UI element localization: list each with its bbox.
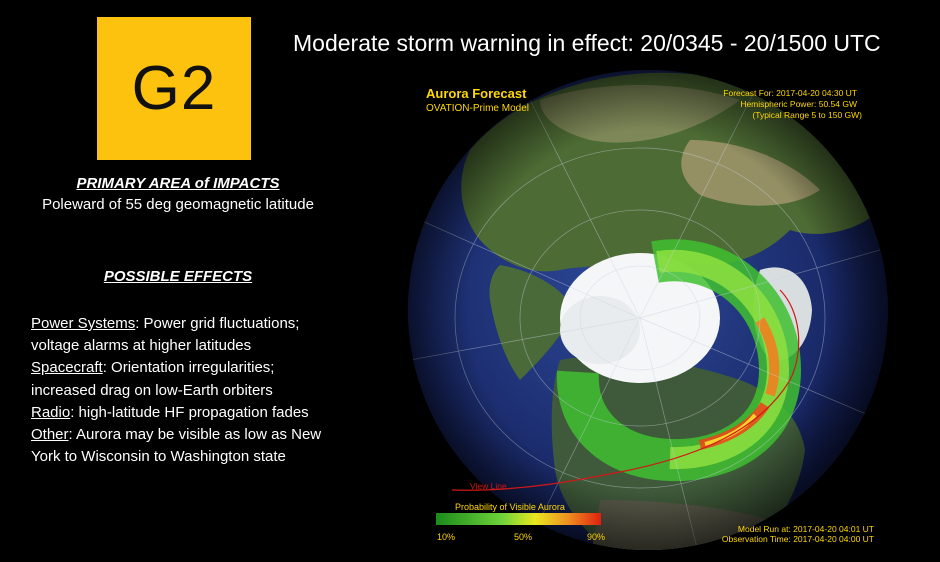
probability-label: Probability of Visible Aurora — [455, 502, 565, 512]
observation-time: Observation Time: 2017-04-20 04:00 UT — [722, 534, 874, 544]
primary-impacts-text: Poleward of 55 deg geomagnetic latitude — [42, 196, 314, 213]
storm-level-badge: G2 — [97, 17, 251, 160]
possible-effects-heading: POSSIBLE EFFECTS — [103, 268, 253, 285]
storm-warning-headline: Moderate storm warning in effect: 20/034… — [293, 30, 881, 56]
scale-tick-50: 50% — [514, 532, 532, 542]
hemispheric-power: Hemispheric Power: 50.54 GW — [740, 99, 857, 109]
scale-tick-90: 90% — [587, 532, 605, 542]
effects-list: Power Systems: Power grid fluctuations; … — [31, 313, 331, 468]
storm-level-label: G2 — [131, 54, 217, 123]
effect-item-radio: Radio: high-latitude HF propagation fade… — [31, 403, 309, 421]
forecast-for: Forecast For: 2017-04-20 04:30 UT — [723, 88, 857, 98]
effect-item-other: Other: Aurora may be visible as low as N… — [31, 426, 322, 466]
scale-tick-10: 10% — [437, 532, 455, 542]
model-run: Model Run at: 2017-04-20 04:01 UT — [738, 524, 874, 534]
effect-item-spacecraft: Spacecraft: Orientation irregularities; … — [31, 359, 275, 399]
possible-effects-section: POSSIBLE EFFECTS — [28, 268, 328, 285]
typical-range: (Typical Range 5 to 150 GW) — [752, 110, 862, 120]
effect-item-power: Power Systems: Power grid fluctuations; … — [31, 315, 300, 355]
probability-scale-bar — [436, 513, 601, 525]
forecast-title: Aurora Forecast — [426, 86, 527, 101]
view-line-label: View Line — [470, 481, 507, 491]
primary-impacts-heading: PRIMARY AREA of IMPACTS — [76, 175, 280, 192]
forecast-model: OVATION-Prime Model — [426, 103, 529, 114]
view-line — [451, 289, 800, 491]
primary-impacts-section: PRIMARY AREA of IMPACTS Poleward of 55 d… — [28, 175, 328, 213]
